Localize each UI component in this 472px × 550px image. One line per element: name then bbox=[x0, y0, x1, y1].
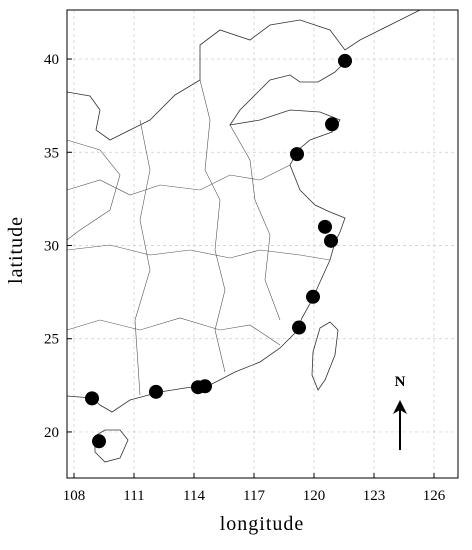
site-point bbox=[292, 320, 306, 335]
plot-frame bbox=[66, 9, 459, 479]
y-tick-label: 35 bbox=[44, 145, 59, 161]
site-point bbox=[149, 384, 163, 399]
y-axis-label: latitude bbox=[5, 216, 27, 284]
x-tick-label: 120 bbox=[303, 488, 326, 504]
site-point bbox=[85, 391, 99, 406]
site-point bbox=[198, 379, 212, 394]
north-arrow: N bbox=[393, 374, 407, 450]
y-tick-label: 25 bbox=[44, 332, 59, 348]
site-point bbox=[325, 117, 339, 132]
map-borders bbox=[66, 9, 421, 463]
y-tick-label: 30 bbox=[44, 238, 59, 254]
site-point bbox=[338, 53, 352, 68]
site-point bbox=[92, 434, 106, 449]
x-tick-label: 123 bbox=[363, 488, 386, 504]
site-point bbox=[324, 233, 338, 248]
x-tick-label: 114 bbox=[183, 488, 205, 504]
x-axis-label: longitude bbox=[220, 513, 305, 535]
north-label: N bbox=[395, 374, 406, 390]
x-tick-label: 111 bbox=[123, 488, 144, 504]
x-tick-label: 126 bbox=[423, 488, 446, 504]
site-point bbox=[318, 219, 332, 234]
site-point bbox=[290, 147, 304, 162]
site-point bbox=[306, 289, 320, 304]
x-tick-label: 108 bbox=[63, 488, 86, 504]
x-tick-label: 117 bbox=[243, 488, 265, 504]
y-tick-label: 20 bbox=[44, 425, 59, 441]
y-tick-label: 40 bbox=[44, 52, 59, 68]
